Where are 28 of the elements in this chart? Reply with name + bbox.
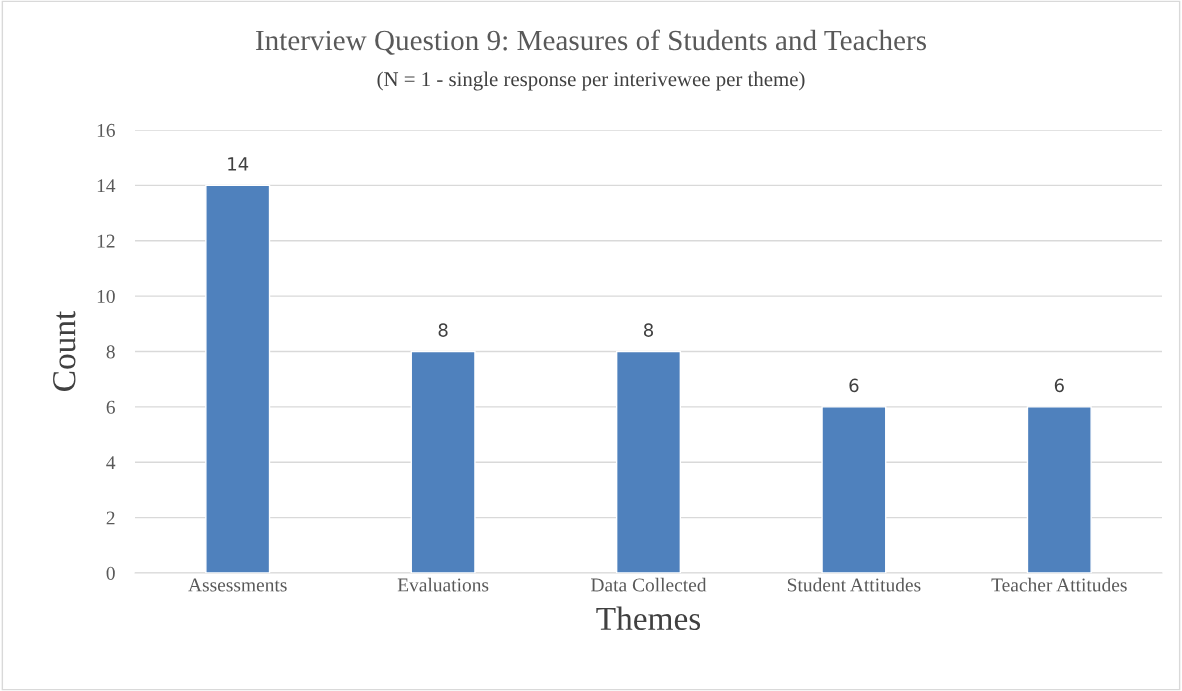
bar xyxy=(1026,406,1092,573)
y-tick-label: 2 xyxy=(106,511,115,525)
x-axis-title: Themes xyxy=(596,606,701,631)
data-label: 8 xyxy=(643,323,654,337)
data-label: 6 xyxy=(1054,378,1064,393)
y-tick-label: 6 xyxy=(106,400,115,414)
x-tick-label: Teacher Attitudes xyxy=(991,577,1127,592)
y-tick-label: 14 xyxy=(97,179,116,193)
y-tick-label: 4 xyxy=(106,456,116,469)
y-axis-title: Count xyxy=(53,310,76,391)
bar xyxy=(615,350,682,573)
bar xyxy=(821,406,887,573)
y-tick-label: 10 xyxy=(97,289,115,304)
x-tick-label: Data Collected xyxy=(591,577,707,592)
chart-title: Interview Question 9: Measures of Students and Teachers xyxy=(255,29,927,55)
y-tick-label: 16 xyxy=(97,123,115,137)
y-tick-label: 0 xyxy=(106,566,115,580)
bar xyxy=(410,350,476,573)
chart-subtitle: (N = 1 - single response per interivewee per theme) xyxy=(377,71,805,91)
x-tick-label: Assessments xyxy=(188,578,287,592)
x-tick-label: Student Attitudes xyxy=(787,577,921,592)
y-tick-label: 8 xyxy=(106,345,115,359)
data-label: 8 xyxy=(438,323,448,337)
y-tick-label: 12 xyxy=(97,234,115,248)
x-tick-label: Evaluations xyxy=(397,577,489,592)
bar xyxy=(205,184,271,573)
data-label: 14 xyxy=(228,157,249,171)
data-label: 6 xyxy=(849,378,859,393)
